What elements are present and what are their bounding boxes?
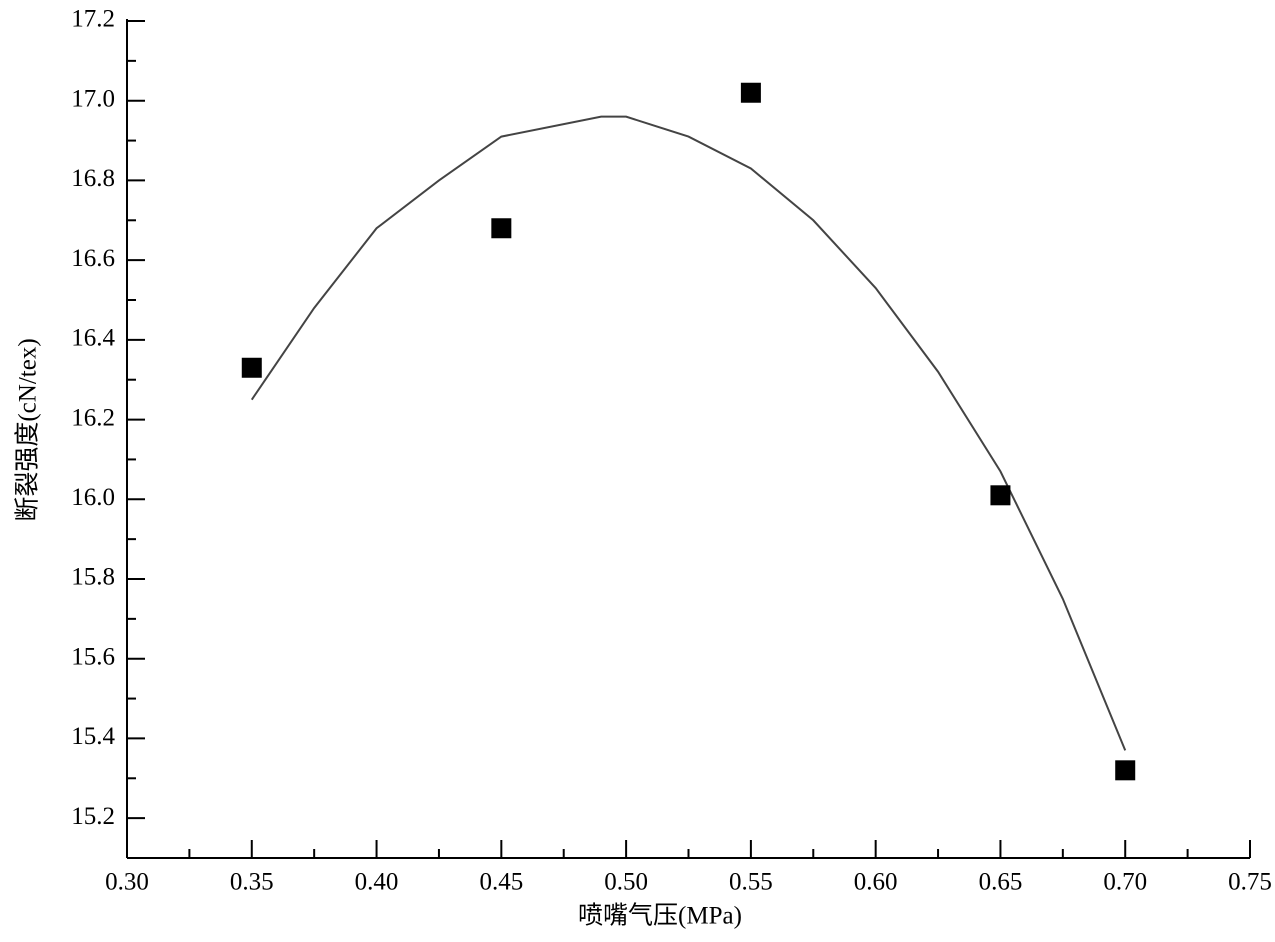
point [491,218,512,239]
y-tick-label: 16.6 [71,245,115,272]
x-tick-label: 0.60 [854,869,898,896]
y-tick-label: 15.8 [71,564,115,591]
y-tick-label: 17.0 [71,85,115,112]
x-tick-label: 0.50 [604,869,648,896]
y-tick-label: 15.2 [71,803,115,830]
x-tick-label: 0.70 [1103,869,1147,896]
point [740,82,761,103]
x-tick-label: 0.45 [479,869,523,896]
x-tick-label: 0.40 [355,869,399,896]
y-axis-label: 断裂强度(cN/tex) [14,338,42,521]
y-tick-label: 15.4 [71,723,115,750]
y-tick-label: 17.2 [71,6,115,33]
point [990,485,1011,506]
y-tick-label: 16.8 [71,165,115,192]
x-tick-label: 0.35 [230,869,274,896]
x-tick-label: 0.65 [979,869,1023,896]
y-tick-label: 15.6 [71,643,115,670]
y-tick-label: 16.4 [71,325,115,352]
point [1115,760,1136,781]
x-tick-label: 0.55 [729,869,773,896]
point [241,357,262,378]
x-tick-label: 0.30 [105,869,149,896]
x-tick-label: 0.75 [1228,869,1272,896]
fit-curve [250,115,1127,751]
y-tick-label: 16.0 [71,484,115,511]
y-tick-label: 16.2 [71,404,115,431]
x-axis-label: 喷嘴气压(MPa) [578,902,742,930]
